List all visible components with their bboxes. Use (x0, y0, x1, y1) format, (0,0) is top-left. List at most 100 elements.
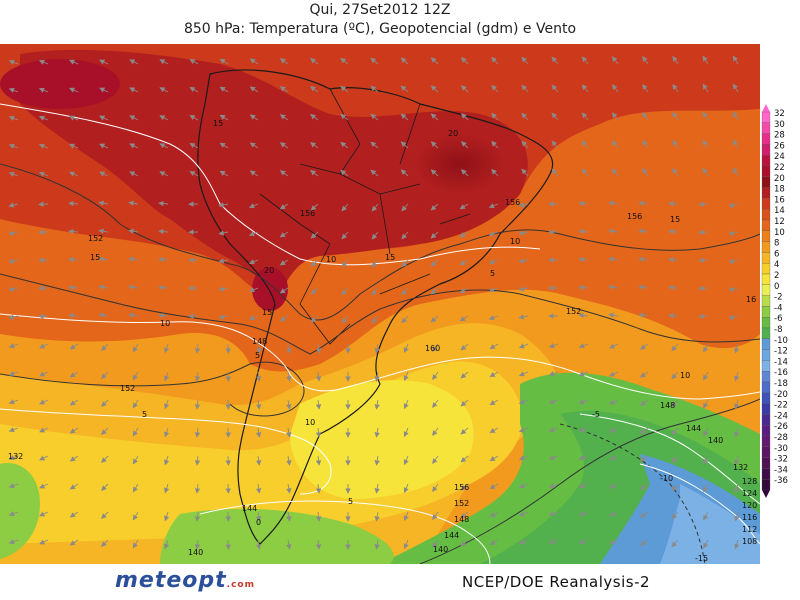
wind-arrow (702, 167, 709, 177)
wind-arrow (194, 455, 201, 466)
temp-label-20-b: 20 (264, 266, 274, 275)
wind-arrow (164, 343, 170, 354)
wind-arrow (132, 399, 139, 409)
wind-arrow (101, 371, 109, 380)
wind-arrow (611, 112, 619, 121)
wind-arrow (129, 59, 139, 65)
wind-arrow (400, 169, 409, 177)
temp-label-10-e: 10 (305, 418, 315, 427)
wind-arrow (255, 399, 262, 410)
wind-arrow (39, 511, 49, 517)
scale-swatch (761, 187, 771, 199)
wind-arrow (68, 256, 79, 263)
wind-arrow (488, 259, 499, 265)
wind-arrow (608, 284, 619, 290)
wind-arrow (609, 539, 619, 545)
wind-arrow (518, 286, 529, 292)
map-title: Qui, 27Set2012 12Z (309, 2, 451, 18)
wind-arrow (518, 343, 529, 349)
wind-arrow (158, 256, 169, 263)
wind-arrow (642, 167, 649, 177)
wind-arrow (279, 259, 289, 266)
wind-arrow (8, 258, 19, 264)
wind-arrow (703, 399, 709, 409)
wind-arrow (341, 231, 349, 240)
scale-swatch (761, 230, 771, 242)
wind-arrow (609, 427, 619, 433)
wind-arrow (69, 427, 79, 434)
wind-arrow (310, 170, 319, 177)
scale-label: -10 (774, 336, 788, 346)
wind-arrow (129, 143, 139, 149)
wind-arrow (255, 455, 262, 466)
wind-arrow (194, 343, 201, 354)
wind-arrow (668, 256, 679, 263)
wind-arrow (189, 142, 199, 149)
wind-arrow (189, 86, 199, 93)
wind-arrow (340, 113, 349, 121)
wind-arrow (430, 169, 439, 177)
wind-arrow (219, 58, 229, 65)
wind-arrow (432, 371, 439, 381)
wind-arrow (164, 399, 170, 410)
scale-swatch (761, 273, 771, 285)
wind-arrow (279, 86, 289, 93)
wind-arrow (430, 57, 439, 65)
scale-label: 28 (774, 131, 785, 141)
wind-arrow (672, 55, 679, 65)
wind-arrow (8, 314, 19, 320)
wind-arrow (460, 539, 469, 547)
wind-arrow (400, 85, 409, 93)
gp-label-148-c: 148 (454, 515, 469, 524)
gp-label-120: 120 (742, 501, 757, 510)
wind-arrow (609, 343, 619, 349)
temp-label-5-d: 5 (348, 497, 353, 506)
wind-arrow (639, 483, 649, 490)
wind-arrow (639, 371, 649, 378)
gp-label-132-b: 132 (8, 452, 23, 461)
contour-labels: 15 15 15 15 15 20 20 10 10 10 10 10 5 5 … (8, 119, 757, 563)
wind-arrow (128, 284, 139, 290)
wind-arrow (194, 483, 201, 494)
wind-arrow (521, 56, 529, 65)
scale-bottom-arrow (762, 490, 770, 498)
wind-arrow (68, 87, 79, 93)
wind-arrow (518, 202, 529, 208)
wind-arrow (341, 315, 349, 324)
wind-arrow (578, 284, 589, 291)
wind-arrow (374, 399, 380, 410)
logo-text: meteopt (115, 568, 227, 593)
wind-arrow (702, 111, 709, 121)
wind-arrow (548, 343, 559, 349)
wind-arrow (639, 399, 649, 406)
wind-arrow (518, 483, 529, 489)
scale-swatch (761, 155, 771, 167)
temp-contour-0 (199, 500, 491, 564)
wind-arrow (249, 58, 259, 65)
wind-arrow (194, 427, 201, 438)
wind-arrow (129, 87, 139, 93)
wind-arrow (611, 84, 619, 93)
wind-arrow (432, 511, 439, 521)
wind-arrow (642, 55, 649, 65)
temp-contour-10 (0, 313, 760, 400)
wind-arrow (132, 539, 139, 549)
scale-swatch (761, 284, 771, 296)
wind-arrow (518, 399, 529, 405)
wind-arrow (8, 286, 19, 292)
wind-arrow (286, 455, 292, 466)
wind-arrow (518, 230, 529, 236)
wind-arrow (702, 55, 709, 65)
temp-zone-neg4-b (160, 508, 394, 564)
wind-arrow (430, 315, 439, 323)
wind-arrow (218, 286, 229, 292)
wind-arrow (400, 113, 409, 121)
wind-arrow (218, 314, 229, 320)
wind-arrow (403, 343, 409, 354)
wind-arrow (38, 59, 49, 65)
wind-arrow (341, 203, 349, 212)
wind-arrow (430, 85, 439, 93)
wind-arrow (401, 259, 409, 268)
wind-arrow (728, 286, 739, 292)
wind-arrow (248, 203, 259, 209)
